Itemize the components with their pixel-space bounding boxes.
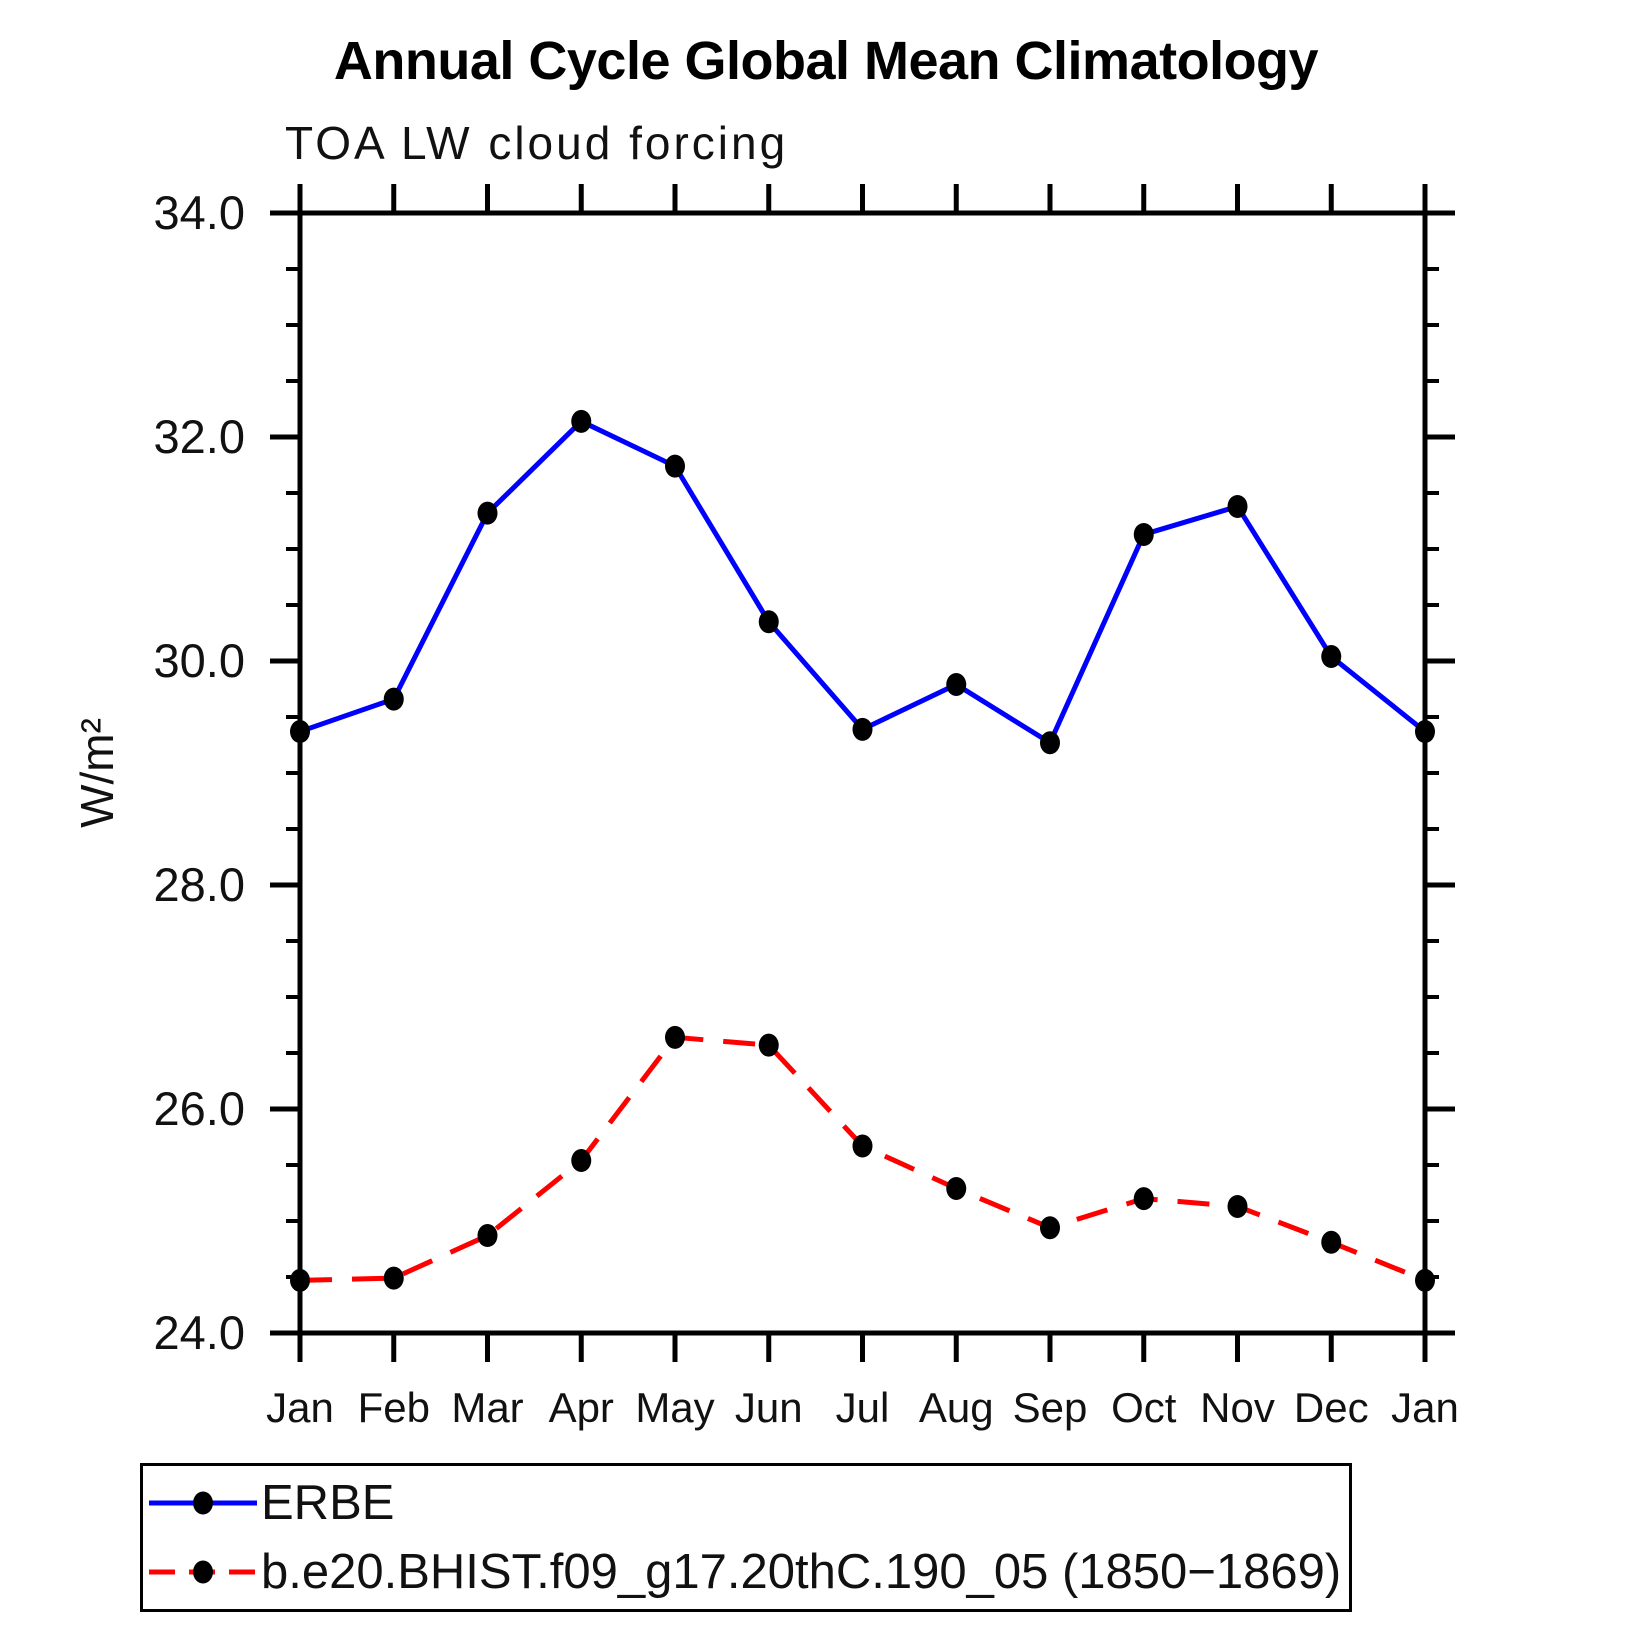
y-axis-title: W/m² xyxy=(71,718,123,828)
series-line-model xyxy=(299,1034,1426,1283)
y-tick-label: 30.0 xyxy=(153,634,245,687)
legend-label-model: b.e20.BHIST.f09_g17.20thC.190_05 (1850−1… xyxy=(261,1545,1342,1599)
data-point-marker xyxy=(758,610,779,634)
data-point-marker xyxy=(758,1033,779,1057)
x-tick-label: Jun xyxy=(734,1384,803,1431)
data-point-marker xyxy=(852,1134,873,1158)
data-point-marker xyxy=(1415,720,1435,744)
x-tick-label: Jan xyxy=(1391,1384,1459,1431)
data-point-marker xyxy=(1133,1187,1154,1211)
data-point-marker xyxy=(477,1224,498,1248)
x-tick-label: Jan xyxy=(266,1384,334,1431)
data-point-marker xyxy=(1227,1194,1248,1218)
x-tick-label: May xyxy=(635,1384,715,1431)
data-point-marker xyxy=(852,717,873,741)
data-point-marker xyxy=(946,673,967,697)
data-point-marker xyxy=(1321,1230,1342,1254)
data-point-marker xyxy=(1415,1268,1435,1292)
series-line-erbe xyxy=(299,418,1427,747)
legend-entry-erbe: ERBE xyxy=(143,1471,1349,1535)
legend-entry-model: b.e20.BHIST.f09_g17.20thC.190_05 (1850−1… xyxy=(143,1540,1349,1604)
data-point-marker xyxy=(665,1025,685,1049)
y-tick-label: 24.0 xyxy=(153,1306,245,1359)
x-tick-label: Sep xyxy=(1012,1384,1088,1431)
data-point-marker xyxy=(383,1266,404,1290)
data-point-marker xyxy=(290,1268,310,1292)
data-point-marker xyxy=(1133,522,1154,546)
y-tick-label: 32.0 xyxy=(153,410,245,463)
legend-label-erbe: ERBE xyxy=(261,1476,395,1530)
data-point-marker xyxy=(571,409,592,433)
x-tick-label: Nov xyxy=(1200,1384,1275,1431)
data-point-marker xyxy=(1040,731,1060,755)
y-tick-label: 28.0 xyxy=(153,858,245,911)
erbe-line-sample-icon xyxy=(149,1491,257,1515)
x-tick-label: Apr xyxy=(548,1384,614,1431)
x-tick-label: Dec xyxy=(1293,1384,1369,1431)
x-tick-label: Mar xyxy=(451,1384,524,1431)
model-line-sample-icon xyxy=(149,1560,257,1584)
chart-title: Annual Cycle Global Mean Climatology xyxy=(333,31,1319,91)
data-point-marker xyxy=(1227,494,1248,518)
data-point-marker xyxy=(1040,1216,1060,1240)
data-point-marker xyxy=(1321,645,1342,669)
data-point-marker xyxy=(477,501,498,525)
data-point-marker xyxy=(946,1177,967,1201)
x-tick-label: Aug xyxy=(918,1384,994,1431)
data-point-marker xyxy=(571,1149,592,1173)
x-tick-label: Jul xyxy=(835,1384,890,1431)
plot-frame xyxy=(297,210,1428,1336)
data-point-marker xyxy=(665,454,685,478)
y-tick-label: 34.0 xyxy=(153,186,245,239)
data-point-marker xyxy=(290,720,310,744)
legend: ERBE b.e20.BHIST.f09_g17.20thC.190_05 (1… xyxy=(140,1463,1352,1612)
chart-subtitle: TOA LW cloud forcing xyxy=(285,117,789,169)
data-point-marker xyxy=(383,687,404,711)
x-tick-label: Feb xyxy=(357,1384,430,1431)
y-tick-label: 26.0 xyxy=(153,1082,245,1135)
x-tick-label: Oct xyxy=(1111,1384,1177,1431)
